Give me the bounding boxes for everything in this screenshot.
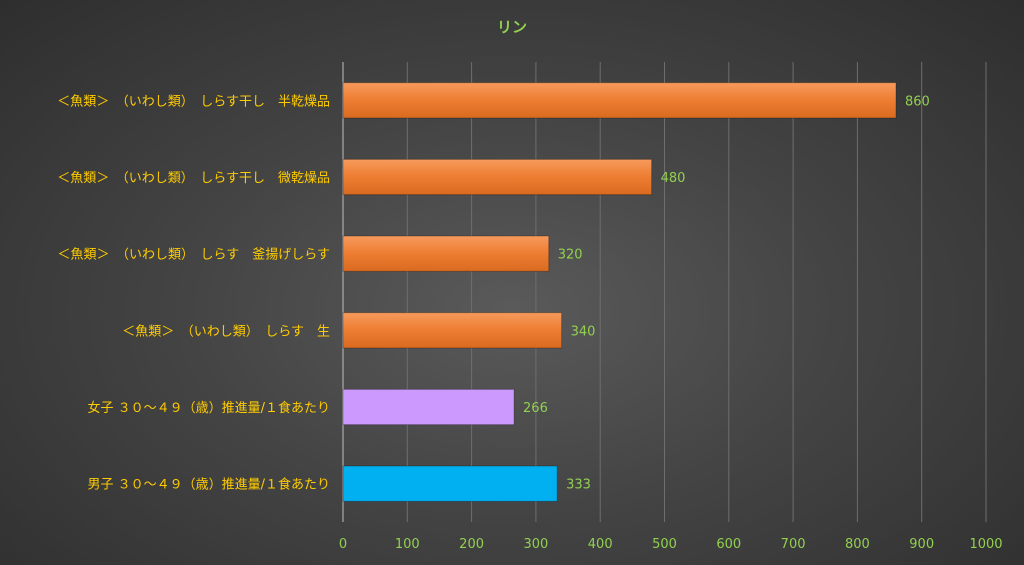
x-tick-label: 600	[716, 537, 741, 552]
bar	[342, 82, 897, 119]
data-label: 333	[566, 478, 591, 493]
x-tick-label: 0	[339, 537, 347, 552]
x-tick-label: 400	[588, 537, 613, 552]
data-label: 860	[905, 94, 930, 109]
category-label: ＜魚類＞ （いわし類） しらす干し 微乾燥品	[57, 171, 330, 186]
data-label: 340	[571, 324, 596, 339]
labels: 0 100 200 300 400 500 600 700 800 900 1000 860 ＜魚類＞ …	[57, 94, 1002, 552]
x-tick-label: 700	[781, 537, 806, 552]
bar	[342, 465, 558, 502]
category-label: ＜魚類＞ （いわし類） しらす 生	[122, 324, 330, 339]
data-label: 480	[661, 171, 686, 186]
x-tick-label: 900	[909, 537, 934, 552]
x-tick-label: 200	[459, 537, 484, 552]
x-tick-label: 300	[523, 537, 548, 552]
data-label: 320	[558, 248, 583, 263]
x-tick-label: 500	[652, 537, 677, 552]
category-label: ＜魚類＞ （いわし類） しらす 釜揚げしらす	[58, 247, 330, 263]
x-tick-label: 1000	[969, 537, 1002, 552]
x-tick-label: 800	[845, 537, 870, 552]
x-tick-label: 100	[395, 537, 420, 552]
bars	[342, 82, 897, 502]
category-label: 女子 ３０～４９（歳）推進量/１食あたり	[87, 400, 330, 416]
category-label: 男子 ３０～４９（歳）推進量/１食あたり	[87, 477, 330, 493]
bar	[342, 312, 563, 349]
bar	[342, 235, 550, 272]
grid-lines	[342, 62, 987, 522]
bar	[342, 158, 653, 196]
category-label: ＜魚類＞ （いわし類） しらす干し 半乾燥品	[57, 94, 330, 109]
bar	[342, 388, 515, 426]
data-label: 266	[523, 401, 548, 416]
chart-title: リン	[497, 18, 527, 36]
